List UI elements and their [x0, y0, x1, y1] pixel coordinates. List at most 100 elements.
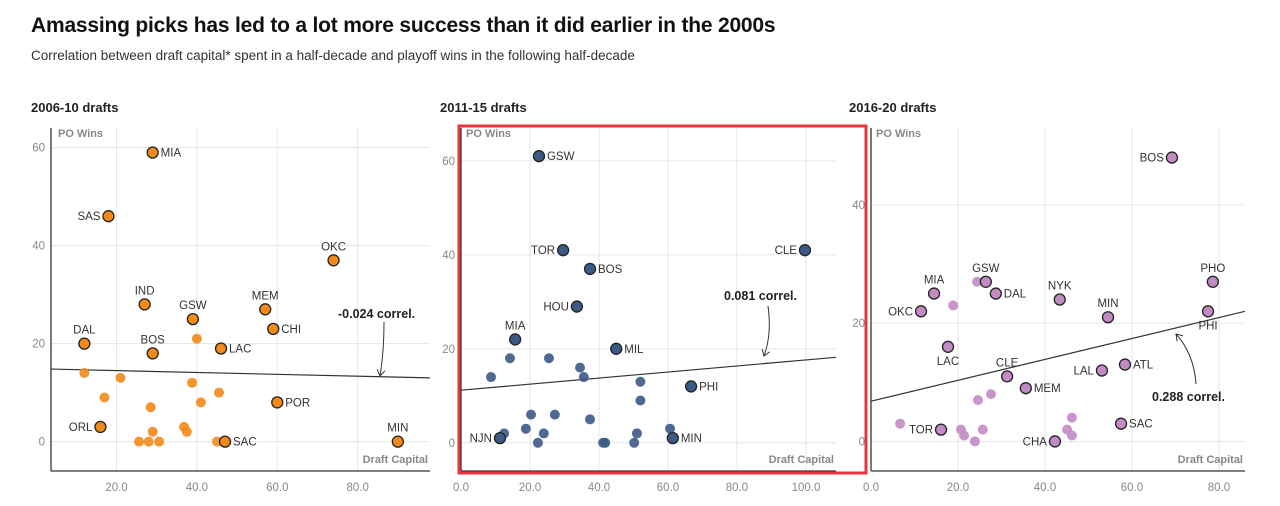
data-point[interactable]: [635, 395, 646, 406]
point-label: ORL: [69, 422, 93, 434]
data-point-mem[interactable]: [1019, 382, 1032, 395]
data-point[interactable]: [187, 377, 198, 388]
data-point[interactable]: [895, 418, 906, 429]
data-point-pho[interactable]: [1206, 275, 1219, 288]
data-point[interactable]: [134, 436, 145, 447]
data-point[interactable]: [600, 437, 611, 448]
point-label: GSW: [972, 263, 1000, 275]
y-axis-title: PO Wins: [58, 128, 103, 140]
data-point-gsw[interactable]: [532, 150, 546, 163]
y-tick-label: 0: [859, 436, 865, 448]
data-point-gsw[interactable]: [979, 275, 992, 288]
data-point-sas[interactable]: [102, 210, 115, 223]
data-point-por[interactable]: [271, 396, 284, 409]
data-point-mia[interactable]: [509, 333, 522, 346]
data-point[interactable]: [629, 437, 640, 448]
correlation-label: 0.288 correl.: [1152, 390, 1225, 404]
data-point-bos[interactable]: [583, 262, 597, 276]
trend-line: [50, 368, 431, 379]
point-label: OKC: [888, 306, 913, 318]
data-point[interactable]: [549, 409, 560, 420]
data-point-min[interactable]: [1101, 311, 1115, 324]
data-point[interactable]: [959, 430, 970, 441]
data-point[interactable]: [526, 409, 537, 420]
data-point-lac[interactable]: [941, 340, 955, 353]
data-point[interactable]: [1066, 430, 1077, 441]
data-point[interactable]: [143, 436, 154, 447]
data-point-tor[interactable]: [556, 244, 570, 257]
correlation-suffix: correl.: [377, 307, 415, 321]
data-point[interactable]: [115, 372, 126, 383]
data-point[interactable]: [532, 437, 543, 448]
data-point-atl[interactable]: [1118, 358, 1132, 371]
data-point-sac[interactable]: [1114, 417, 1128, 430]
y-tick-label: 60: [442, 156, 455, 168]
data-point-cha[interactable]: [1048, 435, 1062, 448]
data-point[interactable]: [977, 424, 988, 435]
data-point-dal[interactable]: [989, 287, 1002, 300]
data-point[interactable]: [585, 414, 596, 425]
data-point[interactable]: [99, 392, 110, 403]
point-label: LAL: [1073, 365, 1094, 377]
data-point[interactable]: [486, 372, 497, 383]
point-label: SAS: [77, 211, 100, 223]
data-point[interactable]: [79, 368, 90, 378]
chart-panel-2011-15: 2011-15 drafts 0 20 40 60 0.0 20.0 40.0 60.0 80.0…: [440, 100, 868, 494]
data-point-lac[interactable]: [214, 342, 228, 355]
data-point-min[interactable]: [666, 431, 679, 445]
data-point[interactable]: [147, 426, 158, 437]
data-point-mil[interactable]: [610, 342, 623, 355]
data-point[interactable]: [154, 436, 165, 447]
data-point[interactable]: [635, 376, 646, 387]
data-point[interactable]: [191, 333, 202, 344]
data-point-phi[interactable]: [1201, 305, 1215, 318]
data-point-okc[interactable]: [914, 305, 928, 318]
data-point-gsw[interactable]: [186, 312, 200, 326]
data-point[interactable]: [972, 276, 983, 287]
data-point-mia[interactable]: [146, 146, 159, 159]
data-point[interactable]: [195, 397, 206, 408]
data-point-chi[interactable]: [267, 322, 280, 336]
data-point[interactable]: [543, 353, 554, 364]
point-label: ATL: [1133, 360, 1154, 372]
data-point[interactable]: [631, 428, 642, 439]
data-point-cle[interactable]: [798, 244, 812, 257]
data-point-njn[interactable]: [493, 431, 507, 445]
point-label: GSW: [547, 151, 575, 163]
data-point-sac[interactable]: [218, 435, 232, 448]
data-point[interactable]: [1066, 412, 1077, 423]
data-point-cle[interactable]: [1000, 370, 1014, 383]
data-point-phi[interactable]: [684, 380, 698, 393]
data-point-nyk[interactable]: [1053, 293, 1066, 306]
data-point[interactable]: [145, 402, 156, 413]
x-tick-label: 80.0: [346, 482, 368, 494]
data-point[interactable]: [213, 387, 224, 398]
data-point[interactable]: [575, 362, 586, 373]
correlation-label: 0.081 correl.: [724, 289, 797, 303]
data-point-mia[interactable]: [927, 287, 941, 300]
data-point-orl[interactable]: [94, 420, 107, 434]
data-point[interactable]: [181, 426, 192, 437]
point-label: MEM: [252, 290, 279, 302]
data-point[interactable]: [665, 423, 676, 434]
x-tick-label: 80.0: [1208, 482, 1230, 494]
data-point-okc[interactable]: [327, 254, 340, 267]
data-point-mem[interactable]: [259, 303, 272, 316]
data-point[interactable]: [578, 372, 589, 383]
data-point[interactable]: [948, 300, 959, 311]
data-point[interactable]: [986, 389, 997, 400]
data-point[interactable]: [538, 428, 549, 439]
x-tick-label: 40.0: [1034, 482, 1056, 494]
data-point-lal[interactable]: [1095, 364, 1109, 377]
data-point-ind[interactable]: [138, 298, 151, 311]
data-point-bos[interactable]: [146, 347, 159, 360]
data-point-bos[interactable]: [1165, 151, 1179, 164]
data-point-dal[interactable]: [78, 337, 91, 350]
data-point[interactable]: [520, 423, 531, 434]
data-point[interactable]: [972, 395, 983, 406]
data-point[interactable]: [504, 353, 515, 364]
data-point[interactable]: [969, 436, 980, 447]
data-point-tor[interactable]: [934, 423, 948, 436]
data-point-min[interactable]: [391, 435, 404, 448]
data-point-hou[interactable]: [570, 300, 584, 313]
